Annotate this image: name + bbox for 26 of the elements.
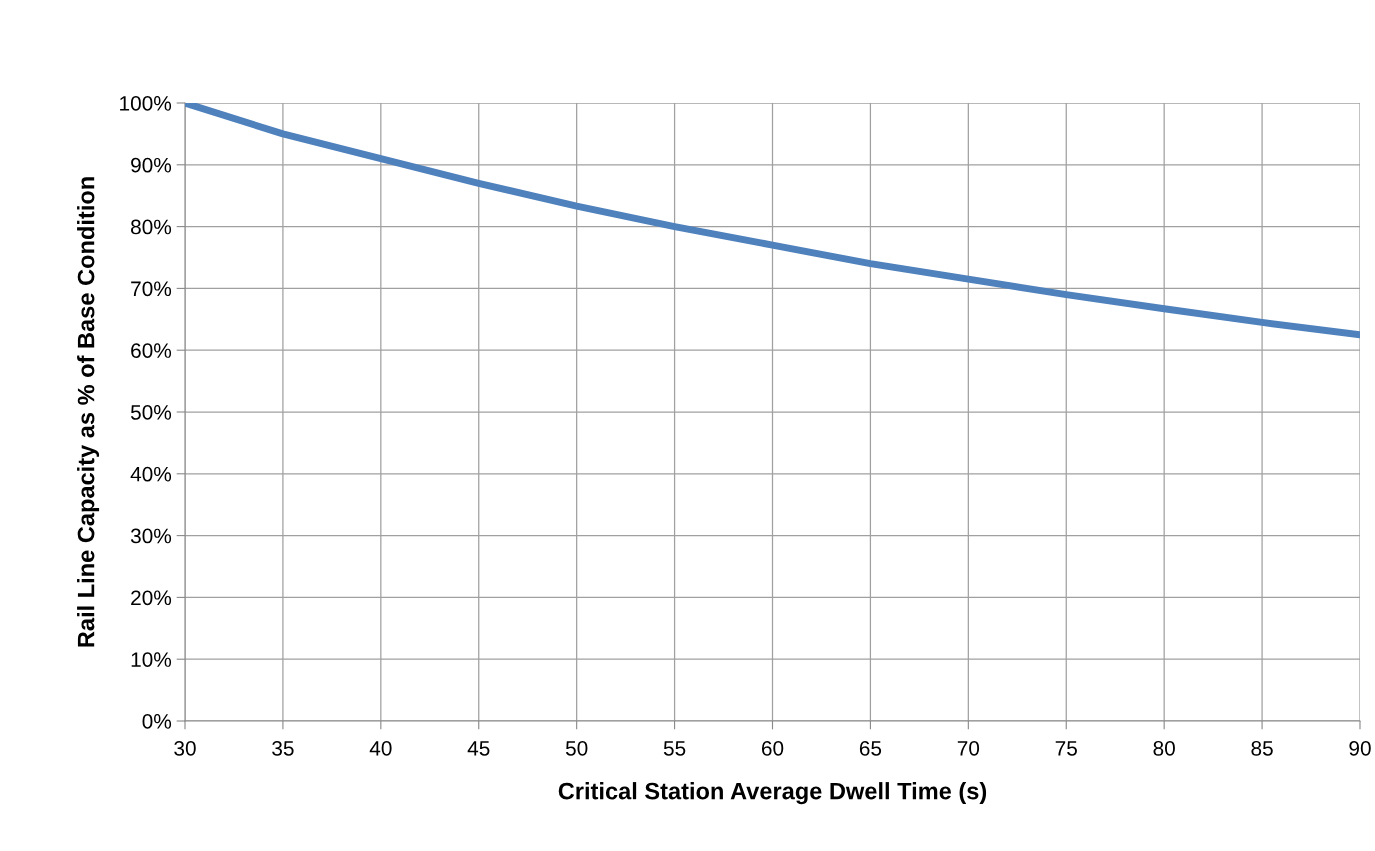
x-axis-title: Critical Station Average Dwell Time (s) [558, 782, 987, 805]
x-tick-label: 35 [272, 740, 294, 756]
y-tick-label: 70% [131, 281, 172, 297]
x-tick-label: 70 [957, 740, 980, 756]
y-tick-label: 30% [130, 528, 172, 544]
x-tick-label: 75 [1055, 741, 1077, 756]
y-tick-label: 40% [130, 466, 172, 482]
x-tick-label: 30 [174, 740, 196, 756]
x-tick-label: 40 [369, 740, 392, 756]
y-axis-title: Rail Line Capacity as % of Base Condition [77, 177, 100, 647]
x-tick-label: 60 [761, 740, 784, 756]
y-tick-label: 50% [130, 405, 172, 420]
y-tick-label: 100% [120, 96, 172, 111]
y-tick-label: 0% [142, 714, 172, 729]
y-tick-label: 60% [131, 343, 172, 358]
x-tick-label: 55 [663, 741, 686, 756]
x-tick-label: 65 [859, 740, 882, 756]
x-tick-label: 80 [1153, 740, 1175, 756]
x-tick-label: 90 [1349, 740, 1371, 756]
y-tick-label: 20% [131, 590, 172, 606]
y-tick-label: 80% [131, 219, 172, 235]
x-tick-label: 85 [1251, 740, 1273, 756]
x-tick-label: 45 [467, 741, 490, 756]
y-tick-label: 90% [131, 157, 172, 173]
y-tick-label: 10% [131, 652, 172, 667]
x-tick-label: 50 [565, 740, 588, 756]
